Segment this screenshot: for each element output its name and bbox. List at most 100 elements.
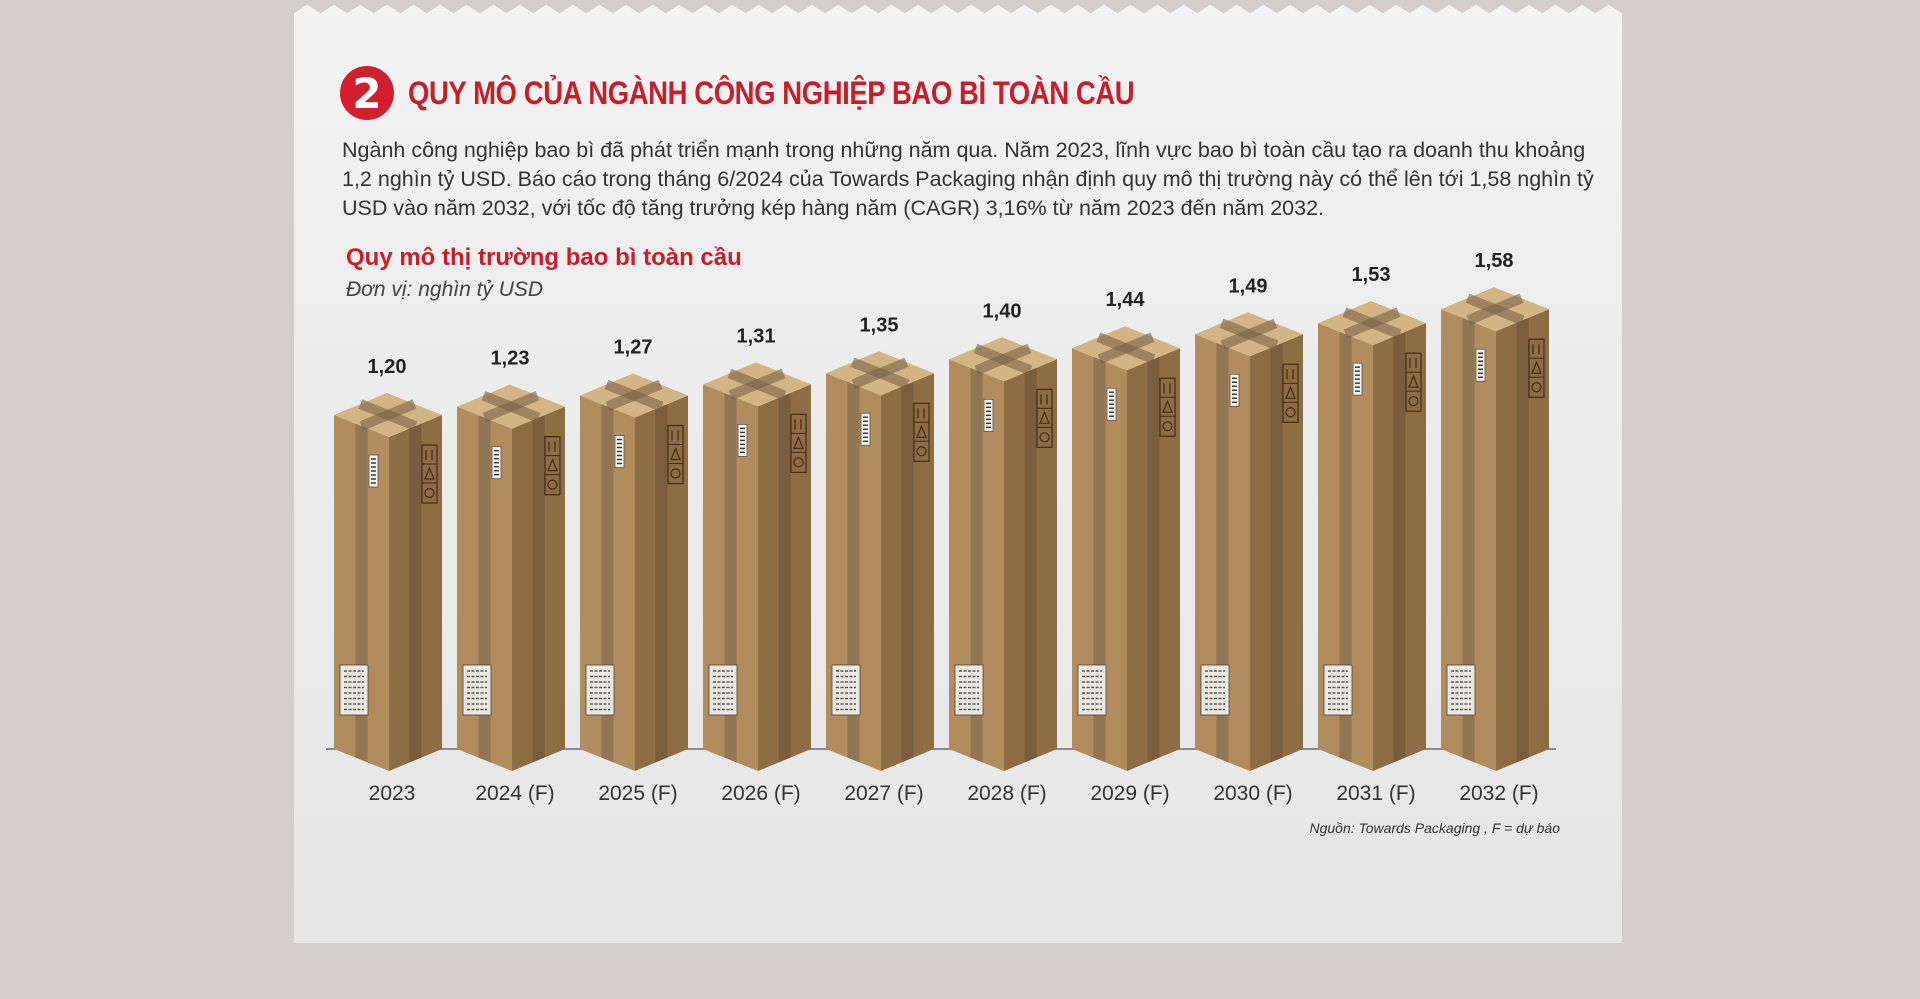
shipping-label bbox=[339, 664, 369, 716]
shipping-label bbox=[585, 664, 615, 716]
keep-dry-icon bbox=[1531, 382, 1542, 393]
keep-dry-icon bbox=[1408, 396, 1419, 407]
value-label: 1,44 bbox=[1106, 289, 1146, 311]
value-label: 1,53 bbox=[1352, 264, 1391, 286]
box-tape-front bbox=[1216, 342, 1229, 763]
shipping-label bbox=[1446, 664, 1476, 716]
value-label: 1,31 bbox=[737, 325, 776, 347]
box-bar-2032F: 1,58 2032 (F) bbox=[1441, 250, 1549, 805]
box-bar-2026F: 1,31 2026 (F) bbox=[703, 325, 811, 805]
fragile-icon bbox=[1531, 360, 1542, 374]
section-heading: 2 QUY MÔ CỦA NGÀNH CÔNG NGHIỆP BAO BÌ TO… bbox=[340, 66, 1252, 120]
box-top-tape bbox=[728, 368, 786, 401]
keep-dry-icon bbox=[1162, 421, 1173, 432]
value-label: 1,49 bbox=[1229, 275, 1268, 297]
value-label: 1,35 bbox=[860, 314, 899, 336]
box-tape-side bbox=[532, 415, 545, 763]
box-tape-side bbox=[1270, 342, 1283, 763]
box-top-tape bbox=[359, 399, 417, 431]
category-label: 2032 (F) bbox=[1459, 782, 1538, 805]
fragile-icon bbox=[916, 424, 927, 438]
handling-symbols bbox=[790, 413, 807, 473]
box-tape-front bbox=[970, 367, 983, 763]
category-label: 2023 bbox=[369, 782, 416, 805]
box-tape-front bbox=[1462, 317, 1475, 763]
box-tape-side bbox=[1516, 317, 1529, 763]
handling-symbols bbox=[1036, 388, 1053, 448]
this-way-up-icon bbox=[1532, 344, 1540, 355]
handling-symbols bbox=[1528, 338, 1545, 398]
keep-dry-icon bbox=[1039, 432, 1050, 443]
box-tape-front bbox=[1339, 331, 1352, 763]
box-tape-side bbox=[1147, 356, 1160, 763]
category-label: 2028 (F) bbox=[967, 782, 1046, 805]
value-label: 1,58 bbox=[1475, 250, 1514, 272]
box-bar-2025F: 1,27 2025 (F) bbox=[580, 337, 688, 805]
fragile-icon bbox=[1408, 374, 1419, 388]
box-tape-side bbox=[1393, 331, 1406, 763]
value-label: 1,23 bbox=[491, 348, 530, 370]
section-number-badge: 2 bbox=[340, 66, 394, 120]
box-top-tape bbox=[1343, 307, 1401, 339]
box-bar-2023: 1,20 2023 bbox=[334, 356, 442, 805]
keep-dry-icon bbox=[1285, 407, 1296, 418]
fragile-icon bbox=[424, 466, 435, 480]
category-label: 2027 (F) bbox=[844, 782, 923, 805]
this-way-up-icon bbox=[671, 430, 679, 441]
box-top-tape bbox=[605, 379, 663, 412]
this-way-up-icon bbox=[425, 450, 433, 460]
shipping-label bbox=[954, 664, 984, 716]
box-bar-2031F: 1,53 2031 (F) bbox=[1318, 264, 1426, 805]
box-top-tape bbox=[482, 391, 540, 423]
fragile-icon bbox=[793, 435, 804, 449]
box-tape-side bbox=[409, 423, 422, 763]
handling-symbols bbox=[1159, 377, 1176, 437]
fragile-icon bbox=[1162, 399, 1173, 413]
this-way-up-icon bbox=[1163, 383, 1171, 394]
keep-dry-icon bbox=[793, 457, 804, 468]
intro-paragraph: Ngành công nghiệp bao bì đã phát triển m… bbox=[342, 138, 1594, 220]
category-label: 2031 (F) bbox=[1336, 782, 1415, 805]
keep-dry-icon bbox=[424, 487, 435, 499]
box-bar-2027F: 1,35 2027 (F) bbox=[826, 314, 934, 805]
value-label: 1,20 bbox=[368, 356, 407, 378]
this-way-up-icon bbox=[917, 408, 925, 419]
box-bar-2030F: 1,49 2030 (F) bbox=[1195, 275, 1303, 805]
keep-dry-icon bbox=[916, 446, 927, 457]
category-label: 2030 (F) bbox=[1213, 782, 1292, 805]
handling-symbols bbox=[1405, 352, 1422, 412]
shipping-label bbox=[708, 664, 738, 716]
box-tape-side bbox=[901, 381, 914, 763]
shipping-label bbox=[831, 664, 861, 716]
chart-title: Quy mô thị trường bao bì toàn cầu bbox=[346, 244, 742, 271]
shipping-label bbox=[1323, 664, 1353, 716]
shipping-label bbox=[1077, 664, 1107, 716]
source-note: Nguồn: Towards Packaging , F = dự báo bbox=[1309, 820, 1560, 836]
box-bar-2028F: 1,40 2028 (F) bbox=[949, 300, 1057, 805]
section-title: QUY MÔ CỦA NGÀNH CÔNG NGHIỆP BAO BÌ TOÀN… bbox=[408, 74, 1135, 111]
keep-dry-icon bbox=[670, 468, 681, 479]
category-label: 2026 (F) bbox=[721, 782, 800, 805]
this-way-up-icon bbox=[1409, 358, 1417, 369]
value-label: 1,40 bbox=[983, 300, 1022, 322]
shipping-label bbox=[462, 664, 492, 716]
box-top-tape bbox=[974, 343, 1032, 375]
box-top-tape bbox=[851, 357, 909, 389]
chart-unit-label: Đơn vị: nghìn tỷ USD bbox=[346, 278, 544, 301]
handling-symbols bbox=[544, 436, 561, 496]
handling-symbols bbox=[1282, 363, 1299, 423]
this-way-up-icon bbox=[548, 441, 556, 452]
keep-dry-icon bbox=[547, 479, 558, 490]
box-bar-2029F: 1,44 2029 (F) bbox=[1072, 289, 1180, 805]
fragile-icon bbox=[547, 458, 558, 472]
category-label: 2025 (F) bbox=[598, 782, 677, 805]
box-bar-2024F: 1,23 2024 (F) bbox=[457, 348, 565, 805]
box-tape-side bbox=[778, 392, 791, 763]
box-tape-front bbox=[1093, 356, 1106, 763]
shipping-label bbox=[1200, 664, 1230, 716]
fragile-icon bbox=[670, 446, 681, 461]
box-top-tape bbox=[1466, 293, 1524, 325]
category-label: 2024 (F) bbox=[475, 782, 554, 805]
fragile-icon bbox=[1039, 410, 1050, 424]
